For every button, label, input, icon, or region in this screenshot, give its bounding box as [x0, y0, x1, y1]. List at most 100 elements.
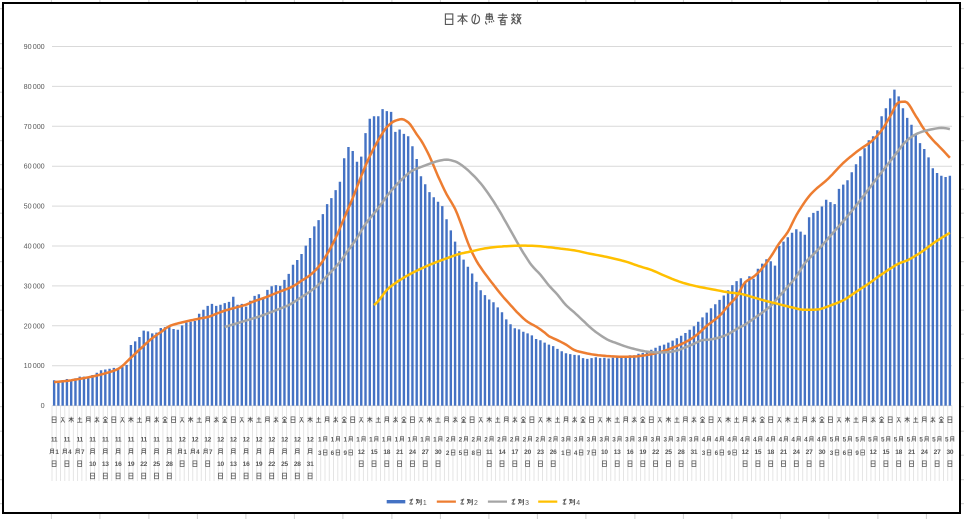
svg-text:3: 3	[689, 436, 693, 443]
svg-text:18: 18	[383, 449, 390, 456]
svg-text:2: 2	[548, 436, 552, 443]
svg-text:50 000: 50 000	[24, 202, 45, 211]
svg-text:5: 5	[868, 436, 872, 443]
svg-text:25: 25	[281, 461, 288, 468]
svg-text:4: 4	[779, 436, 783, 443]
svg-text:18: 18	[767, 449, 774, 456]
svg-text:20 000: 20 000	[24, 321, 45, 330]
svg-text:16: 16	[243, 461, 250, 468]
svg-text:1: 1	[369, 436, 373, 443]
svg-text:2: 2	[446, 436, 450, 443]
svg-text:9: 9	[727, 450, 731, 457]
svg-text:12: 12	[870, 449, 877, 456]
svg-text:3: 3	[318, 450, 322, 457]
svg-text:10 000: 10 000	[24, 361, 45, 370]
svg-text:15: 15	[882, 449, 889, 456]
svg-text:11: 11	[51, 437, 58, 444]
svg-text:11: 11	[153, 437, 160, 444]
svg-text:13: 13	[230, 461, 237, 468]
svg-text:11: 11	[102, 437, 109, 444]
svg-text:90 000: 90 000	[24, 42, 45, 51]
svg-text:11: 11	[166, 437, 173, 444]
svg-text:5: 5	[919, 436, 923, 443]
svg-text:4: 4	[791, 436, 795, 443]
svg-text:28: 28	[294, 461, 301, 468]
svg-text:11: 11	[64, 437, 71, 444]
svg-text:3: 3	[612, 436, 616, 443]
svg-text:11: 11	[128, 437, 135, 444]
svg-text:5: 5	[843, 436, 847, 443]
svg-text:19: 19	[639, 449, 646, 456]
svg-text:1: 1	[407, 436, 411, 443]
svg-text:11: 11	[140, 437, 147, 444]
svg-text:30 000: 30 000	[24, 281, 45, 290]
svg-text:27: 27	[934, 449, 941, 456]
svg-text:30: 30	[435, 449, 442, 456]
svg-text:17: 17	[511, 449, 518, 456]
svg-text:1: 1	[433, 436, 437, 443]
svg-text:12: 12	[742, 449, 749, 456]
svg-text:18: 18	[895, 449, 902, 456]
svg-text:5: 5	[907, 436, 911, 443]
svg-text:4: 4	[196, 449, 200, 456]
svg-text:22: 22	[652, 449, 659, 456]
svg-text:16: 16	[115, 461, 122, 468]
svg-text:13: 13	[102, 461, 109, 468]
svg-text:19: 19	[255, 461, 262, 468]
svg-text:12: 12	[179, 437, 186, 444]
svg-text:5: 5	[932, 436, 936, 443]
svg-text:11: 11	[115, 437, 122, 444]
svg-text:3: 3	[663, 436, 667, 443]
svg-text:9: 9	[855, 450, 859, 457]
svg-text:1: 1	[382, 436, 386, 443]
svg-text:22: 22	[268, 461, 275, 468]
svg-text:3: 3	[587, 436, 591, 443]
svg-text:1: 1	[343, 436, 347, 443]
svg-text:1: 1	[356, 436, 360, 443]
svg-text:25: 25	[665, 449, 672, 456]
svg-text:12: 12	[204, 437, 211, 444]
svg-text:24: 24	[409, 449, 416, 456]
svg-text:27: 27	[806, 449, 813, 456]
svg-text:6: 6	[715, 450, 719, 457]
svg-text:11: 11	[89, 437, 96, 444]
svg-text:3: 3	[574, 436, 578, 443]
svg-text:40 000: 40 000	[24, 242, 45, 251]
svg-text:30: 30	[818, 449, 825, 456]
svg-text:7: 7	[81, 449, 85, 456]
svg-text:31: 31	[307, 461, 314, 468]
svg-text:15: 15	[371, 449, 378, 456]
svg-text:2: 2	[535, 436, 539, 443]
svg-text:5: 5	[945, 436, 949, 443]
svg-text:1: 1	[331, 436, 335, 443]
svg-text:12: 12	[281, 437, 288, 444]
svg-text:12: 12	[268, 437, 275, 444]
svg-text:6: 6	[843, 450, 847, 457]
svg-text:28: 28	[166, 461, 173, 468]
svg-text:25: 25	[153, 461, 160, 468]
svg-text:5: 5	[881, 436, 885, 443]
svg-text:15: 15	[754, 449, 761, 456]
svg-text:5: 5	[830, 436, 834, 443]
svg-text:8: 8	[471, 450, 475, 457]
svg-text:11: 11	[76, 437, 83, 444]
svg-text:2: 2	[459, 436, 463, 443]
svg-text:4: 4	[576, 500, 580, 507]
svg-text:2: 2	[471, 436, 475, 443]
svg-text:31: 31	[690, 449, 697, 456]
svg-text:27: 27	[422, 449, 429, 456]
svg-text:4: 4	[766, 436, 770, 443]
svg-text:1: 1	[395, 436, 399, 443]
svg-text:12: 12	[191, 437, 198, 444]
svg-text:12: 12	[255, 437, 262, 444]
svg-text:13: 13	[614, 449, 621, 456]
svg-text:3: 3	[651, 436, 655, 443]
svg-text:1: 1	[55, 449, 59, 456]
svg-text:12: 12	[307, 437, 314, 444]
svg-text:3: 3	[599, 436, 603, 443]
svg-text:16: 16	[627, 449, 634, 456]
svg-text:21: 21	[780, 449, 787, 456]
svg-text:2: 2	[446, 450, 450, 457]
svg-text:3: 3	[676, 436, 680, 443]
svg-text:3: 3	[561, 436, 565, 443]
